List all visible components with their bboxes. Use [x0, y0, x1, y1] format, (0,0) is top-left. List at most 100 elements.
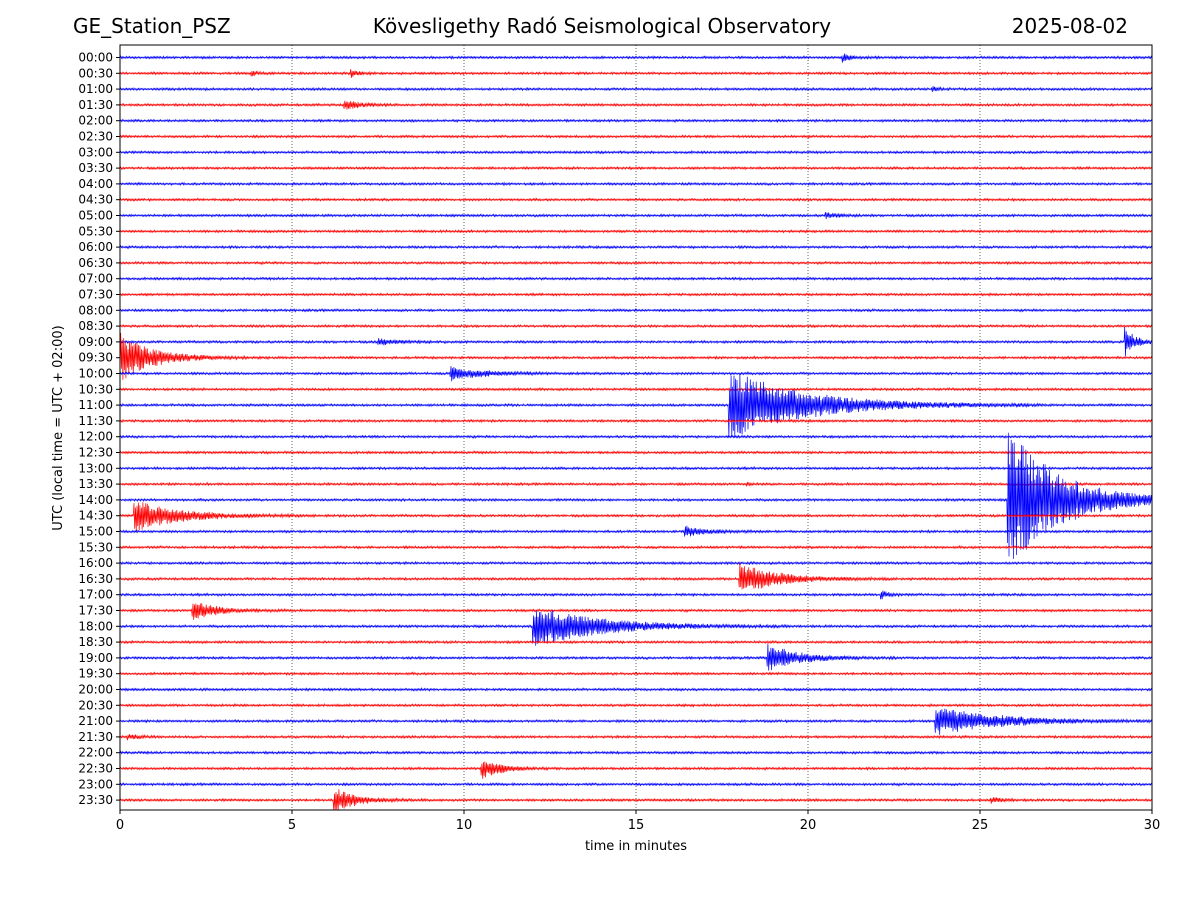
trace-row-0330 — [119, 165, 1153, 171]
trace-row-1500 — [119, 525, 1153, 537]
trace-row-1600 — [119, 560, 1153, 566]
y-tick-label: 08:30 — [78, 319, 113, 333]
y-tick-label: 15:00 — [78, 525, 113, 539]
trace-row-2130 — [119, 733, 1153, 741]
y-tick-label: 16:30 — [78, 572, 113, 586]
trace-row-0530 — [119, 228, 1153, 234]
trace-row-0030 — [119, 69, 1153, 78]
y-tick-label: 09:00 — [78, 335, 113, 349]
y-tick-label: 03:00 — [78, 145, 113, 159]
y-tick-label: 12:30 — [78, 446, 113, 460]
trace-row-1130 — [119, 418, 1153, 424]
trace-row-1830 — [119, 639, 1153, 645]
y-tick-label: 01:30 — [78, 98, 113, 112]
y-tick-label: 00:00 — [78, 51, 113, 65]
trace-row-0830 — [119, 323, 1153, 329]
trace-row-1300 — [119, 465, 1153, 471]
y-tick-label: 18:00 — [78, 619, 113, 633]
trace-row-0600 — [119, 244, 1153, 250]
trace-row-1930 — [119, 671, 1153, 676]
trace-row-0300 — [119, 149, 1153, 155]
y-tick-label: 03:30 — [78, 161, 113, 175]
y-tick-label: 19:30 — [78, 667, 113, 681]
y-tick-label: 00:30 — [78, 66, 113, 80]
y-tick-label: 02:00 — [78, 114, 113, 128]
y-tick-label: 23:30 — [78, 793, 113, 807]
y-tick-label: 10:00 — [78, 367, 113, 381]
trace-row-1400 — [119, 432, 1153, 559]
chart-title: Kövesligethy Radó Seismological Observat… — [372, 14, 832, 38]
y-tick-label: 15:30 — [78, 540, 113, 554]
y-tick-label: 20:30 — [78, 698, 113, 712]
trace-row-1000 — [119, 366, 1153, 382]
y-tick-label: 07:30 — [78, 288, 113, 302]
y-tick-label: 21:00 — [78, 714, 113, 728]
trace-row-2030 — [119, 702, 1153, 708]
trace-row-0230 — [119, 134, 1153, 139]
trace-row-2300 — [119, 781, 1153, 787]
trace-row-0100 — [119, 86, 1153, 92]
y-tick-label: 18:30 — [78, 635, 113, 649]
y-tick-label: 07:00 — [78, 272, 113, 286]
y-tick-label: 10:30 — [78, 382, 113, 396]
trace-row-0800 — [119, 307, 1153, 313]
trace-row-2000 — [119, 686, 1153, 693]
seismic-traces — [119, 53, 1153, 811]
station-name: GE_Station_PSZ — [73, 14, 231, 38]
x-tick-label: 30 — [1144, 818, 1161, 833]
vertical-gridlines — [291, 45, 981, 810]
y-tick-label: 13:30 — [78, 477, 113, 491]
x-tick-label: 0 — [116, 818, 124, 833]
y-tick-label: 14:00 — [78, 493, 113, 507]
trace-row-0400 — [119, 181, 1153, 187]
trace-row-2200 — [119, 750, 1153, 756]
y-tick-label: 05:30 — [78, 224, 113, 238]
chart-date: 2025-08-02 — [1011, 14, 1128, 38]
trace-row-1230 — [119, 450, 1153, 455]
trace-row-1030 — [119, 386, 1153, 392]
trace-row-1700 — [119, 590, 1153, 600]
x-axis-label: time in minutes — [585, 839, 687, 854]
x-tick-label: 15 — [628, 818, 645, 833]
y-tick-label: 21:30 — [78, 730, 113, 744]
trace-row-2330 — [119, 789, 1153, 811]
y-axis-label: UTC (local time = UTC + 02:00) — [51, 325, 66, 530]
trace-row-1430 — [119, 502, 1153, 532]
trace-row-1530 — [119, 544, 1153, 550]
y-tick-label: 01:00 — [78, 82, 113, 96]
y-tick-label: 08:00 — [78, 303, 113, 317]
trace-row-1200 — [119, 434, 1153, 440]
x-tick-label: 5 — [288, 818, 296, 833]
x-tick-label: 25 — [972, 818, 989, 833]
x-tick-label: 20 — [800, 818, 817, 833]
trace-row-1330 — [119, 481, 1153, 488]
trace-row-2230 — [119, 761, 1153, 779]
trace-row-0630 — [119, 260, 1153, 266]
y-tick-label: 20:00 — [78, 683, 113, 697]
trace-row-0200 — [119, 118, 1153, 124]
y-tick-label: 04:00 — [78, 177, 113, 191]
x-tick-label: 10 — [456, 818, 473, 833]
trace-row-1730 — [119, 603, 1153, 620]
y-tick-label: 06:00 — [78, 240, 113, 254]
y-tick-label: 06:30 — [78, 256, 113, 270]
y-tick-label: 12:00 — [78, 430, 113, 444]
trace-row-2100 — [119, 708, 1153, 735]
y-tick-label: 19:00 — [78, 651, 113, 665]
y-tick-label: 22:30 — [78, 762, 113, 776]
y-tick-label: 09:30 — [78, 351, 113, 365]
trace-row-1630 — [119, 562, 1153, 590]
trace-row-0930 — [119, 332, 1153, 380]
y-tick-label: 11:30 — [78, 414, 113, 428]
y-tick-label: 11:00 — [78, 398, 113, 412]
trace-row-1900 — [119, 643, 1153, 671]
y-tick-label: 02:30 — [78, 130, 113, 144]
trace-row-0000 — [119, 53, 1153, 63]
y-tick-label: 14:30 — [78, 509, 113, 523]
trace-row-1100 — [119, 373, 1153, 439]
y-tick-label: 22:00 — [78, 746, 113, 760]
trace-row-0430 — [119, 197, 1153, 203]
trace-row-0700 — [119, 276, 1153, 282]
x-axis-ticks: 0 5 10 15 20 25 30 — [116, 810, 1160, 833]
